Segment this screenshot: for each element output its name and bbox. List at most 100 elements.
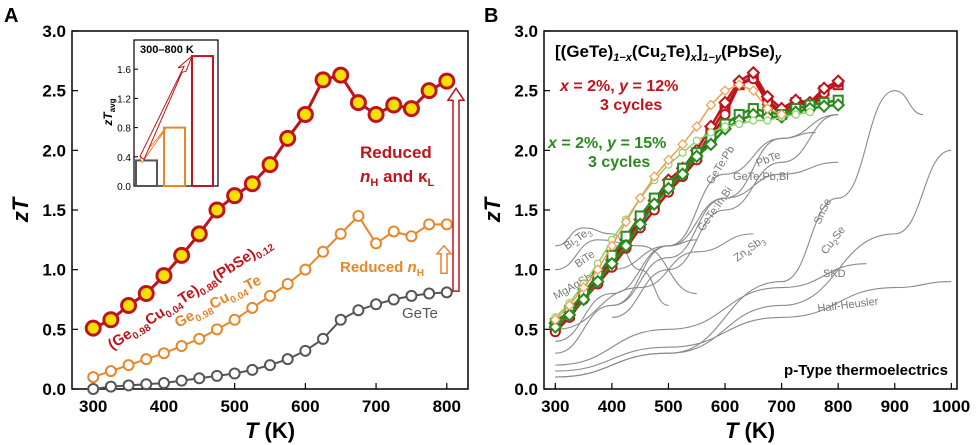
panel-b-x-tick-label: 300 xyxy=(541,397,569,416)
panel-b-y-ticks: 0.0 0.5 1.0 1.5 2.0 2.5 3.0 xyxy=(514,22,550,399)
data-point xyxy=(749,116,758,125)
ref-bite-b-b: Te xyxy=(581,248,597,264)
data-point xyxy=(352,304,365,317)
data-point xyxy=(210,323,223,336)
title-part-c: (Cu xyxy=(632,42,660,61)
panel-a-x-tick-label: 300 xyxy=(79,397,107,416)
data-point xyxy=(663,154,674,166)
ann-green-eq2: = 15% xyxy=(616,135,666,152)
panel-a-y-tick-label: 1.0 xyxy=(42,261,66,280)
panel-b-y-tick-label: 3.0 xyxy=(514,22,538,41)
inset-ylabel-zt: zT xyxy=(101,111,115,127)
reference-curve xyxy=(555,113,839,354)
arrow-reduced-nh xyxy=(435,244,453,274)
panel-a-y-tick-label: 1.5 xyxy=(42,201,66,220)
data-point xyxy=(760,89,775,104)
data-point xyxy=(590,274,605,289)
reference-curve xyxy=(555,281,952,372)
panel-b-x-tick-label: 500 xyxy=(654,397,682,416)
data-point xyxy=(264,359,276,372)
data-point xyxy=(817,81,831,96)
data-point xyxy=(228,313,241,326)
panel-b-label: B xyxy=(484,5,498,27)
panel-b-x-ticks: 300 400 500 600 700 800 900 1000 xyxy=(541,383,970,416)
inset-y-tick-label: 1.2 xyxy=(117,94,131,105)
data-point xyxy=(279,129,297,147)
data-point xyxy=(281,353,294,366)
data-point xyxy=(647,197,662,211)
data-point xyxy=(120,296,138,314)
ann-red-eq2: = 12% xyxy=(628,78,678,95)
panel-b: B 300 400 500 600 700 800 900 1000 0.0 0.5 1.0 1.5… xyxy=(480,5,970,443)
data-point xyxy=(264,289,276,302)
data-point xyxy=(334,313,347,326)
data-point xyxy=(423,287,436,300)
data-point xyxy=(367,106,385,124)
data-point xyxy=(317,245,330,258)
reference-curve xyxy=(555,233,754,330)
ann-green-y: y xyxy=(606,135,617,152)
ref-label-cu2se: Cu2Se xyxy=(819,224,850,258)
title-part-f: x xyxy=(690,52,698,64)
ann-red-x: x xyxy=(559,78,570,95)
data-point xyxy=(246,363,259,376)
data-point xyxy=(87,383,100,395)
data-point xyxy=(562,308,577,322)
data-point xyxy=(193,372,206,385)
panel-b-series xyxy=(548,65,846,338)
data-point xyxy=(604,256,619,271)
data-point xyxy=(190,225,208,243)
data-point xyxy=(122,379,135,392)
panel-b-y-tick-label: 0.0 xyxy=(514,380,538,399)
title-part-h: 1−y xyxy=(702,52,722,64)
data-point xyxy=(718,95,732,110)
annotation-green-composition: x = 2%, y = 15% xyxy=(547,135,666,152)
data-point xyxy=(122,359,135,372)
data-point xyxy=(564,300,575,311)
data-point xyxy=(102,311,120,329)
ref-zn-sub2: 3 xyxy=(760,238,769,248)
panel-a-x-tick-label: 400 xyxy=(150,397,178,416)
data-point xyxy=(140,378,153,391)
panel-b-reference-curves xyxy=(555,90,952,378)
reference-curve xyxy=(611,113,839,318)
data-point xyxy=(387,293,400,306)
ref-label-snse: SnSe xyxy=(812,197,834,226)
panel-a-arrows xyxy=(435,86,466,292)
data-point xyxy=(387,225,400,238)
data-point xyxy=(691,121,703,132)
data-point xyxy=(578,282,589,293)
data-point xyxy=(592,264,604,276)
data-point xyxy=(226,187,244,205)
data-point xyxy=(314,71,332,89)
panel-b-y-axis-title: zT xyxy=(480,196,505,223)
inset-y-axis-title: zTavg xyxy=(101,98,117,126)
title-part-e: Te) xyxy=(666,42,690,61)
data-point xyxy=(210,369,223,382)
data-point xyxy=(705,99,717,111)
data-point xyxy=(370,298,383,311)
series-line-3 xyxy=(554,98,839,325)
data-point xyxy=(831,98,846,112)
data-point xyxy=(140,353,153,366)
data-point xyxy=(747,85,759,97)
panel-a-x-axis-var: T xyxy=(245,418,260,443)
annotation-red-and: and κ xyxy=(378,167,428,186)
ann-red-y: y xyxy=(618,78,629,95)
data-point xyxy=(405,230,418,243)
panel-a: A 300 400 500 600 700 800 0.0 0.5 1.0 1.5 2.0 2.5 3… xyxy=(4,5,469,443)
ref-zn-sub: 4 xyxy=(745,248,754,258)
ref-bi-b: Te xyxy=(573,228,589,244)
panel-b-title: [(GeTe)1−x(Cu2Te)x]1−y(PbSe)y xyxy=(555,42,782,64)
data-point xyxy=(84,319,102,337)
data-point xyxy=(576,292,591,307)
inset-y-tick-label: 0.0 xyxy=(117,182,131,193)
annotation-reduced-nh-kl-line1: Reduced xyxy=(360,143,432,162)
title-part-i: (PbSe) xyxy=(721,42,775,61)
panel-b-y-tick-label: 0.5 xyxy=(514,320,538,339)
data-point xyxy=(299,263,312,276)
data-point xyxy=(208,201,226,219)
reference-curve xyxy=(555,161,839,342)
data-point xyxy=(296,106,314,124)
inset-arrow-red xyxy=(139,55,193,161)
